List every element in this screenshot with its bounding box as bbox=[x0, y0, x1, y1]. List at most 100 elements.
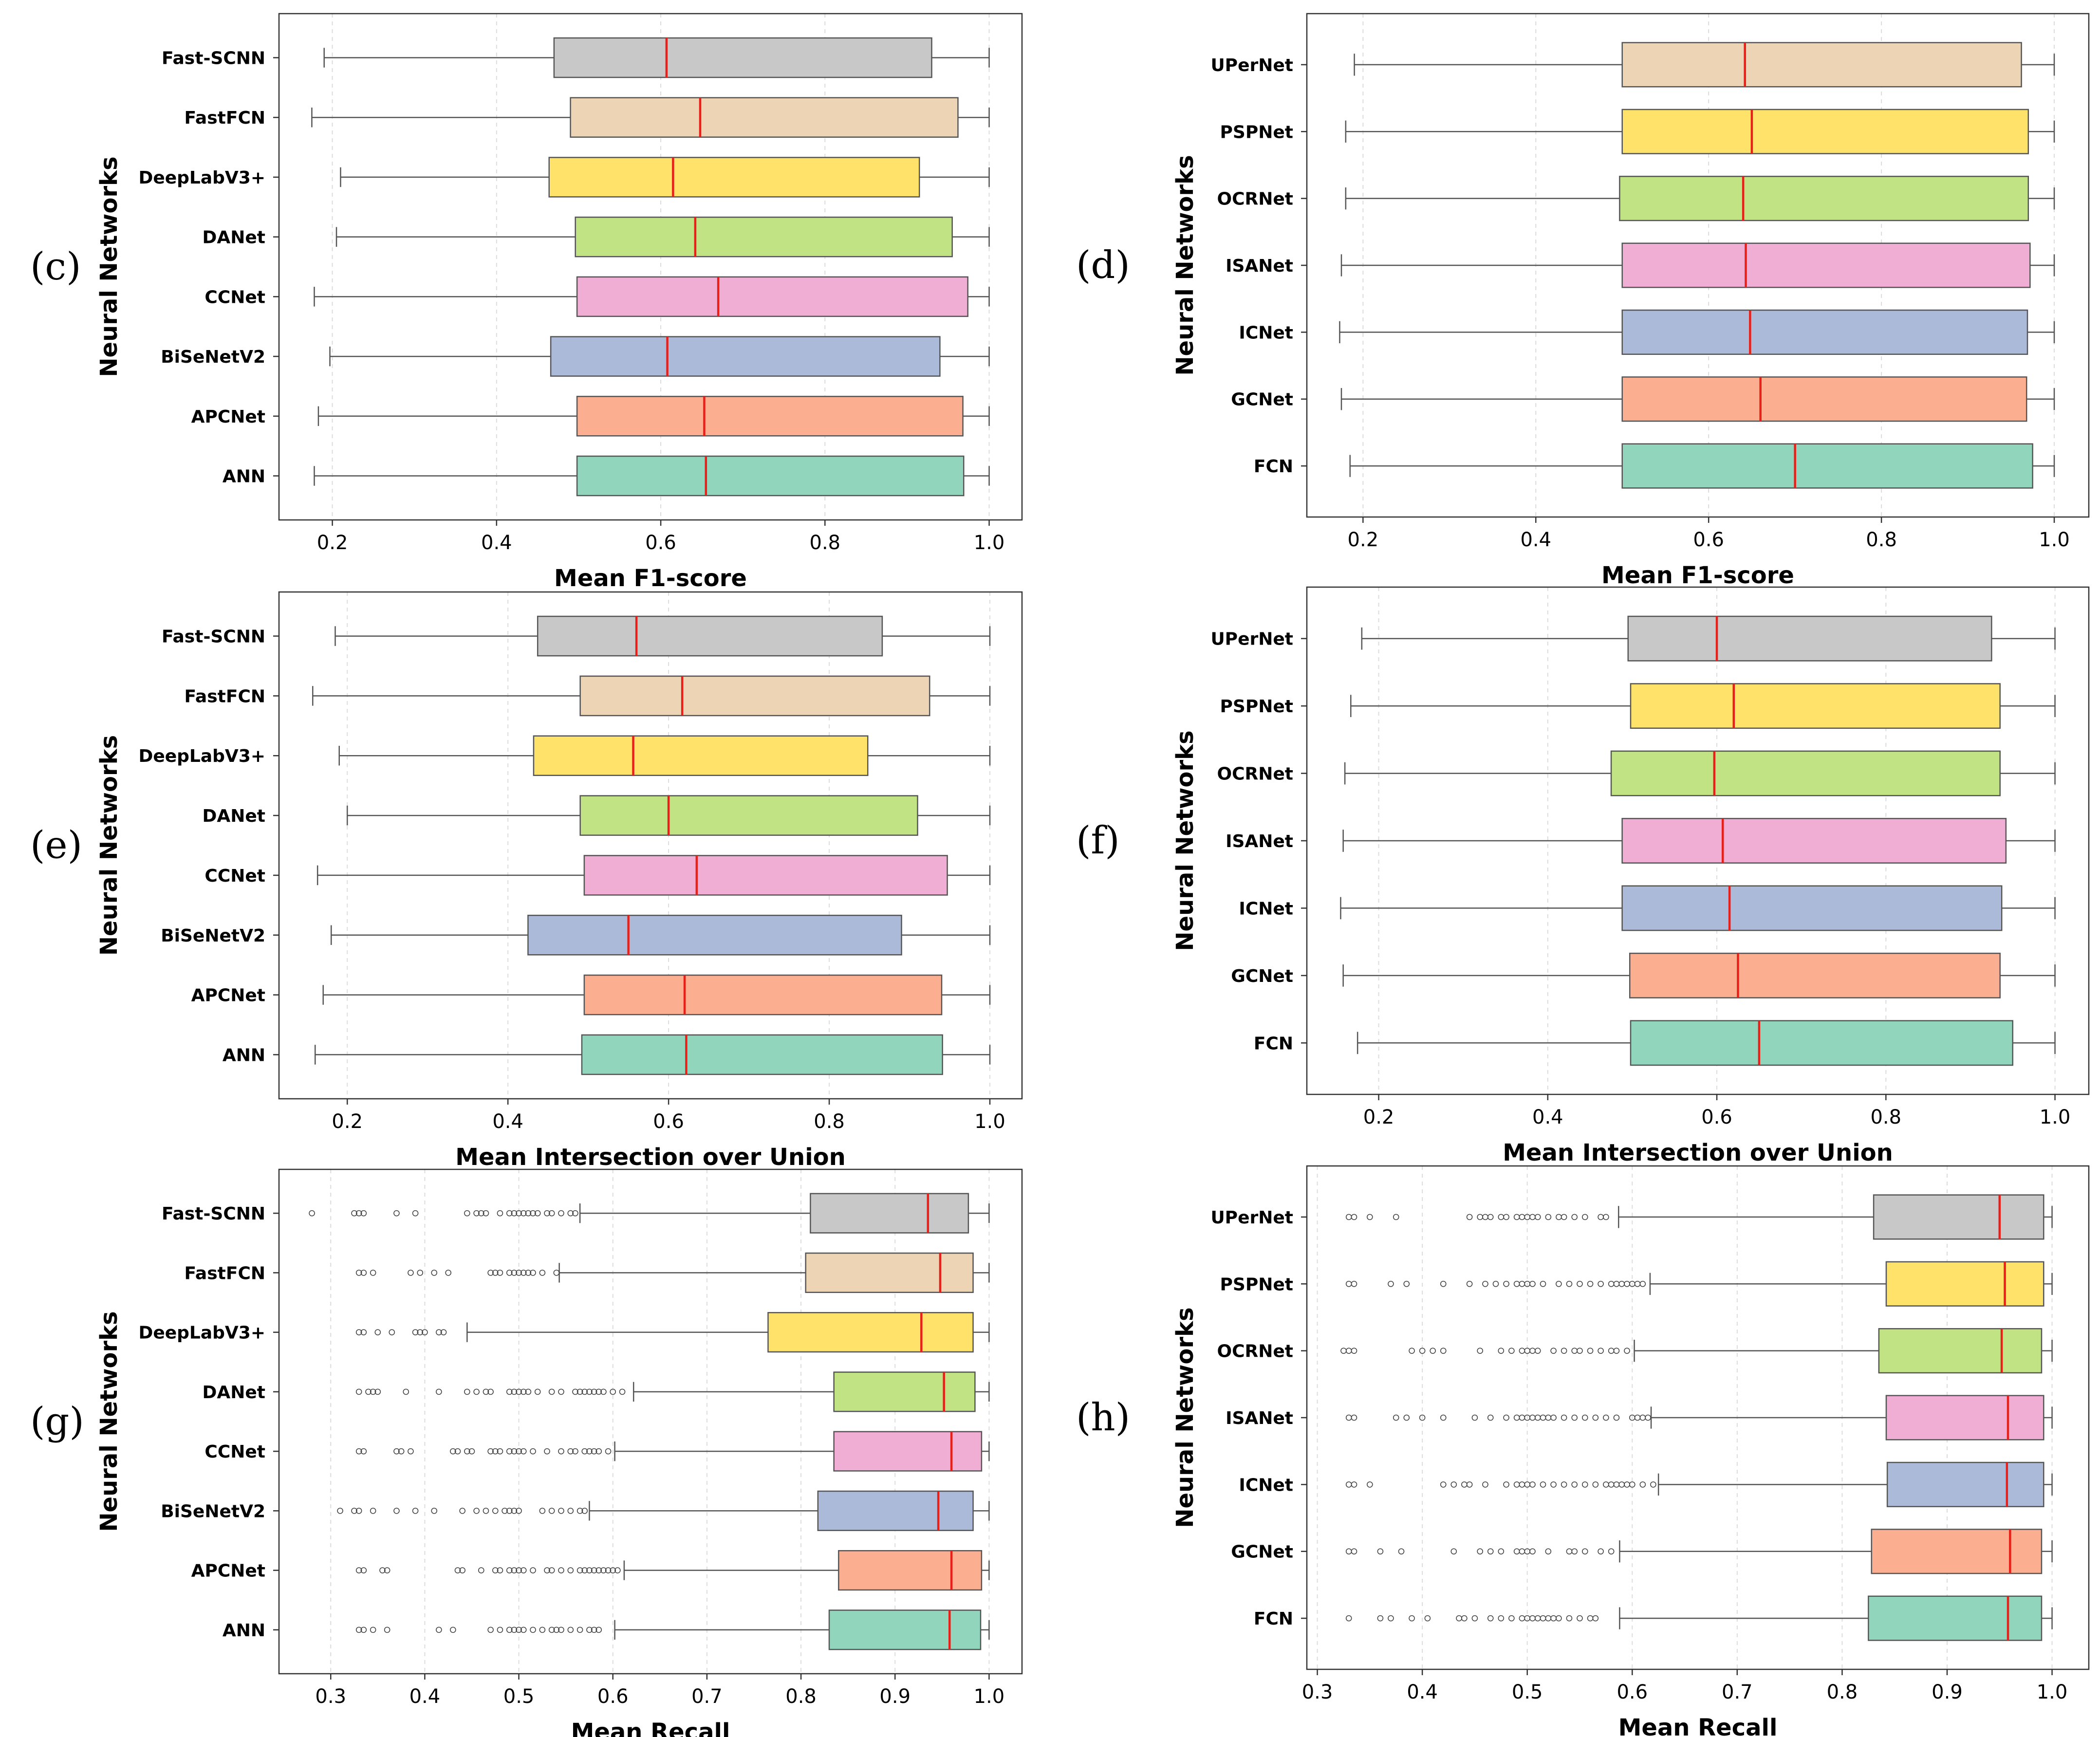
iqr-box bbox=[1886, 1461, 2044, 1507]
outlier-point bbox=[1492, 1280, 1499, 1287]
outlier-point bbox=[492, 1270, 499, 1276]
x-tick-label: 0.4 bbox=[1407, 1681, 1438, 1703]
outlier-point bbox=[548, 1210, 555, 1217]
iqr-box bbox=[817, 1490, 974, 1531]
outlier-point bbox=[591, 1567, 597, 1573]
outlier-point bbox=[581, 1448, 588, 1455]
outlier-point bbox=[412, 1329, 419, 1335]
x-axis-title: Mean Intersection over Union bbox=[1503, 1139, 1893, 1166]
outlier-point bbox=[355, 1270, 362, 1276]
box-fast-scnn bbox=[323, 37, 990, 78]
outlier-point bbox=[1556, 1280, 1562, 1287]
outlier-point bbox=[473, 1508, 480, 1514]
x-tick-label: 0.4 bbox=[409, 1685, 441, 1708]
iqr-box bbox=[1621, 109, 2029, 154]
outlier-point bbox=[360, 1270, 367, 1276]
outlier-point bbox=[576, 1626, 583, 1633]
outlier-point bbox=[576, 1567, 583, 1573]
x-tick-label: 1.0 bbox=[2040, 1106, 2071, 1128]
outlier-point bbox=[567, 1508, 574, 1514]
category-label: ANN bbox=[223, 1045, 265, 1065]
outlier-point bbox=[502, 1508, 508, 1514]
category-label: UPerNet bbox=[1210, 629, 1293, 649]
box-apcnet bbox=[322, 974, 991, 1016]
outlier-point bbox=[360, 1626, 367, 1633]
outlier-point bbox=[468, 1448, 475, 1455]
outlier-point bbox=[393, 1508, 400, 1514]
outlier-point bbox=[548, 1567, 555, 1573]
outlier-point bbox=[1629, 1481, 1635, 1488]
plot-frame bbox=[278, 13, 1023, 521]
outlier-point bbox=[1608, 1548, 1615, 1555]
outlier-point bbox=[530, 1210, 536, 1217]
x-tick-label: 0.2 bbox=[1348, 529, 1379, 551]
outlier-point bbox=[511, 1626, 518, 1633]
box-pspnet bbox=[1345, 1261, 2053, 1307]
x-tick-label: 1.0 bbox=[974, 1110, 1005, 1133]
iqr-box bbox=[579, 675, 930, 717]
outlier-point bbox=[464, 1210, 470, 1217]
outlier-point bbox=[1581, 1414, 1588, 1421]
outlier-point bbox=[530, 1567, 536, 1573]
outlier-point bbox=[450, 1626, 456, 1633]
outlier-point bbox=[1581, 1481, 1588, 1488]
box-ocrnet bbox=[1344, 750, 2056, 796]
outlier-point bbox=[459, 1567, 465, 1573]
outlier-point bbox=[520, 1270, 527, 1276]
outlier-point bbox=[1598, 1548, 1604, 1555]
iqr-box bbox=[537, 615, 883, 657]
outlier-point bbox=[1529, 1548, 1536, 1555]
x-tick-label: 0.5 bbox=[503, 1685, 535, 1708]
category-label: PSPNet bbox=[1220, 697, 1293, 717]
outlier-point bbox=[487, 1388, 494, 1395]
outlier-point bbox=[511, 1567, 518, 1573]
box-ocrnet bbox=[1340, 1328, 2053, 1374]
category-label: ICNet bbox=[1239, 323, 1293, 343]
outlier-point bbox=[544, 1448, 550, 1455]
outlier-point bbox=[1561, 1414, 1567, 1421]
outlier-point bbox=[1498, 1615, 1505, 1622]
x-tick-label: 0.8 bbox=[785, 1685, 817, 1708]
box-bisenetv2 bbox=[329, 336, 990, 377]
outlier-point bbox=[1598, 1348, 1604, 1354]
y-axis-title: Neural Networks bbox=[1171, 730, 1199, 951]
iqr-box bbox=[576, 396, 964, 437]
outlier-point bbox=[567, 1626, 574, 1633]
category-label: ANN bbox=[223, 467, 265, 487]
outlier-point bbox=[1466, 1214, 1473, 1220]
x-axis-title: Mean Recall bbox=[571, 1719, 730, 1737]
outlier-point bbox=[459, 1508, 465, 1514]
outlier-point bbox=[558, 1210, 564, 1217]
outlier-point bbox=[591, 1388, 597, 1395]
outlier-point bbox=[1398, 1548, 1405, 1555]
box-bisenetv2 bbox=[330, 914, 991, 956]
outlier-point bbox=[1550, 1414, 1557, 1421]
panel-tag: (d) bbox=[1076, 243, 1130, 287]
outlier-point bbox=[511, 1448, 518, 1455]
outlier-point bbox=[1351, 1280, 1357, 1287]
category-label: ISANet bbox=[1226, 832, 1293, 851]
outlier-point bbox=[497, 1626, 503, 1633]
outlier-point bbox=[511, 1388, 518, 1395]
x-tick-label: 0.7 bbox=[1722, 1681, 1753, 1703]
iqr-box bbox=[838, 1550, 983, 1591]
outlier-point bbox=[473, 1388, 480, 1395]
outlier-point bbox=[516, 1626, 522, 1633]
outlier-point bbox=[525, 1270, 532, 1276]
outlier-point bbox=[586, 1567, 593, 1573]
outlier-point bbox=[1603, 1214, 1609, 1220]
outlier-point bbox=[1650, 1481, 1656, 1488]
outlier-point bbox=[511, 1508, 518, 1514]
outlier-point bbox=[558, 1508, 564, 1514]
outlier-point bbox=[553, 1626, 560, 1633]
outlier-point bbox=[403, 1388, 409, 1395]
iqr-box bbox=[1868, 1595, 2043, 1641]
outlier-point bbox=[1409, 1615, 1415, 1622]
x-tick-label: 0.5 bbox=[1512, 1681, 1543, 1703]
outlier-point bbox=[1566, 1615, 1573, 1622]
outlier-point bbox=[614, 1567, 621, 1573]
outlier-point bbox=[1450, 1481, 1457, 1488]
box-ann bbox=[314, 1034, 991, 1075]
outlier-point bbox=[1487, 1548, 1494, 1555]
outlier-point bbox=[393, 1210, 400, 1217]
